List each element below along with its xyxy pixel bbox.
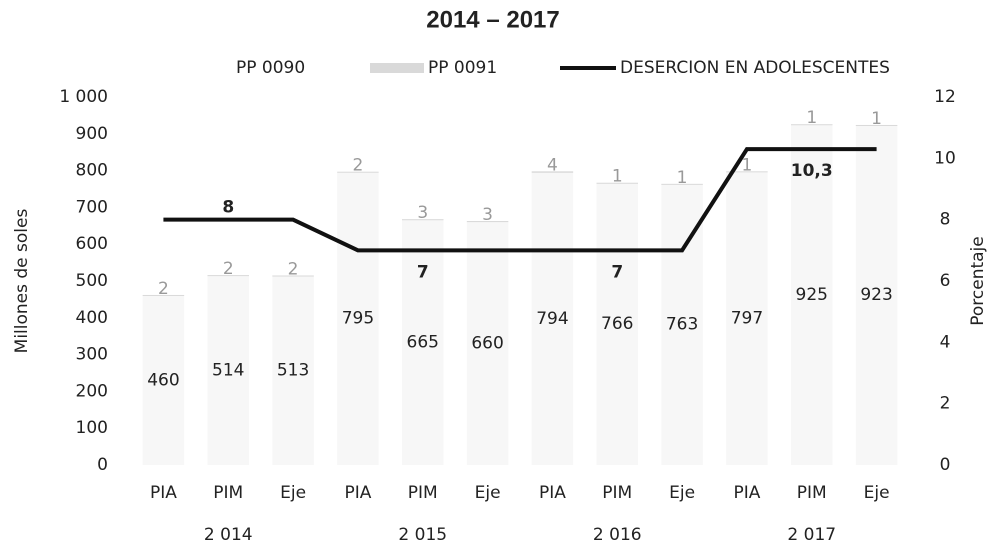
data-label: 665 (407, 333, 439, 353)
data-label: 1 (742, 155, 753, 175)
x-tick-label: PIM (602, 483, 632, 503)
y-tick-label: 300 (76, 345, 108, 365)
bar (402, 219, 444, 221)
data-label: 3 (417, 203, 428, 223)
x-tick-label: PIA (344, 483, 371, 503)
y2-tick-label: 8 (940, 210, 951, 230)
y-tick-label: 500 (76, 271, 108, 291)
data-label: 514 (212, 360, 244, 380)
data-label: 7 (417, 262, 429, 282)
data-label: 3 (482, 205, 493, 225)
y-tick-label: 700 (76, 197, 108, 217)
y2-tick-label: 2 (940, 394, 951, 414)
legend-swatch (370, 63, 424, 73)
y-tick-label: 600 (76, 234, 108, 254)
data-label: 513 (277, 361, 309, 381)
legend-label: PP 0090 (236, 58, 305, 78)
data-label: 1 (871, 109, 882, 129)
data-label: 2 (353, 156, 364, 176)
bar (791, 124, 833, 465)
group-label: 2 015 (398, 525, 447, 544)
group-label: 2 014 (204, 525, 253, 544)
data-label: 7 (611, 262, 623, 282)
line (163, 147, 877, 253)
data-label: 766 (601, 314, 633, 334)
data-label: 923 (860, 285, 892, 305)
y-tick-label: 200 (76, 381, 108, 401)
y-tick-label: 800 (76, 161, 108, 181)
y2-tick-label: 10 (934, 148, 956, 168)
bar (142, 294, 185, 296)
bar (855, 125, 898, 465)
bar (142, 295, 185, 465)
data-label: 1 (677, 168, 688, 188)
x-tick-label: Eje (864, 483, 890, 503)
y-tick-label: 100 (76, 418, 108, 438)
data-label: 8 (222, 198, 234, 218)
y-axis-title: Millones de soles (12, 209, 32, 354)
y2-tick-label: 0 (940, 455, 951, 475)
data-label: 2 (288, 259, 299, 279)
x-tick-label: PIA (733, 483, 760, 503)
bar (531, 171, 574, 173)
x-tick-label: PIA (539, 483, 566, 503)
y2-axis-title: Porcentaje (968, 236, 988, 326)
chart-title: 2014 – 2017 (426, 6, 559, 33)
bar (531, 172, 574, 466)
y2-tick-label: 12 (934, 87, 956, 107)
bar (272, 276, 314, 465)
bar (661, 183, 703, 185)
data-label: 925 (796, 285, 828, 305)
y-tick-label: 1 000 (59, 87, 108, 107)
data-label: 10,3 (791, 161, 833, 181)
bar (337, 171, 379, 173)
bar (726, 171, 768, 466)
bar (466, 221, 509, 223)
data-label: 795 (342, 309, 374, 329)
data-label: 794 (536, 309, 568, 329)
data-label: 1 (806, 108, 817, 128)
group-label: 2 017 (787, 525, 836, 544)
legend-label: PP 0091 (428, 58, 497, 78)
bar (207, 275, 249, 277)
legend-label: DESERCION EN ADOLESCENTES (620, 58, 890, 78)
x-tick-label: Eje (280, 483, 306, 503)
x-tick-label: Eje (475, 483, 501, 503)
y2-tick-label: 6 (940, 271, 951, 291)
bar (402, 220, 444, 465)
x-tick-label: PIA (150, 483, 177, 503)
data-label: 660 (471, 334, 503, 354)
bar (596, 183, 638, 465)
x-tick-label: PIM (213, 483, 243, 503)
bar (272, 275, 314, 277)
data-label: 1 (612, 167, 623, 187)
group-label: 2 016 (593, 525, 642, 544)
y-tick-label: 0 (97, 455, 108, 475)
x-tick-label: PIM (408, 483, 438, 503)
x-tick-label: PIM (797, 483, 827, 503)
data-label: 460 (147, 370, 179, 390)
x-tick-label: Eje (669, 483, 695, 503)
bar (337, 172, 379, 465)
bar (466, 222, 509, 465)
data-label: 797 (731, 308, 763, 328)
bar (726, 171, 768, 173)
y-tick-label: 400 (76, 308, 108, 328)
y2-tick-label: 4 (940, 332, 951, 352)
y-tick-label: 900 (76, 124, 108, 144)
bar (207, 275, 249, 465)
data-label: 2 (223, 259, 234, 279)
bar (596, 182, 638, 184)
data-label: 2 (158, 279, 169, 299)
bar (791, 124, 833, 126)
data-label: 4 (547, 155, 558, 175)
data-label: 763 (666, 315, 698, 335)
bar (855, 124, 898, 126)
